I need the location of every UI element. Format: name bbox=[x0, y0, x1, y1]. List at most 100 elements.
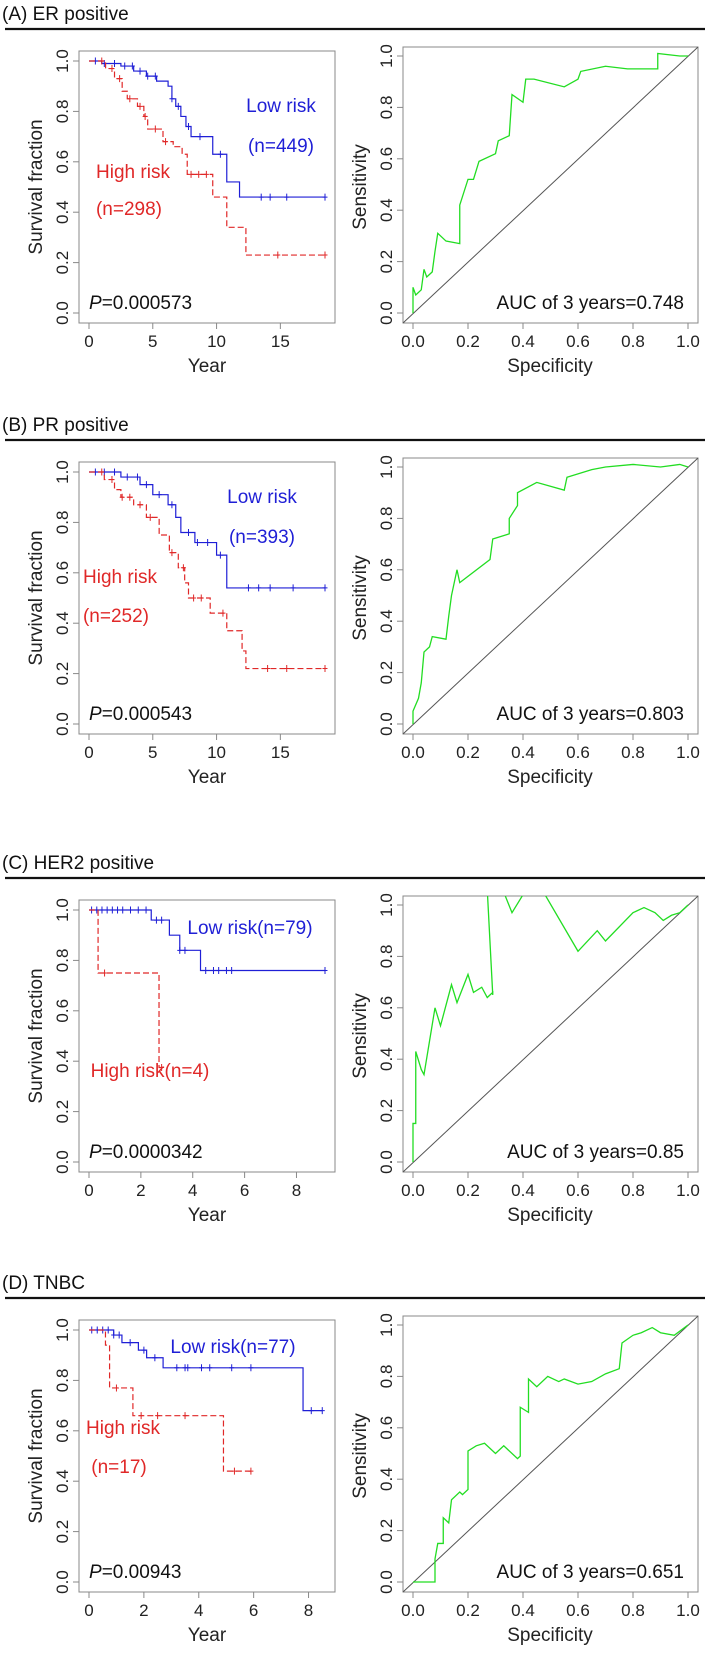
censor-mark bbox=[248, 1364, 254, 1372]
low-risk-label: Low risk bbox=[246, 96, 316, 117]
y-tick-label: 0.8 bbox=[377, 96, 396, 120]
censor-mark bbox=[174, 1364, 180, 1372]
y-tick-label: 0.6 bbox=[53, 999, 72, 1023]
x-tick-label: 1.0 bbox=[676, 332, 700, 351]
x-tick-label: 0 bbox=[84, 743, 93, 762]
y-tick-label: 0.0 bbox=[377, 301, 396, 325]
y-tick-label: 0.4 bbox=[53, 200, 72, 224]
p-symbol: P bbox=[89, 1562, 102, 1583]
y-axis-title: Sensitivity bbox=[350, 993, 371, 1079]
y-tick-label: 1.0 bbox=[53, 898, 72, 922]
x-tick-label: 10 bbox=[207, 743, 226, 762]
km-plot: 0.0 0.2 0.4 0.6 0.8 1.0 0 5 10 15 Year Survival fra… bbox=[26, 49, 336, 377]
censor-mark bbox=[116, 1331, 122, 1339]
x-tick-label: 0.0 bbox=[401, 332, 425, 351]
censor-mark bbox=[169, 95, 175, 103]
x-tick-label: 0.0 bbox=[401, 743, 425, 762]
x-axis-title: Specificity bbox=[507, 767, 593, 788]
censor-mark bbox=[122, 62, 128, 70]
censor-mark bbox=[223, 966, 229, 974]
censor-mark bbox=[155, 1412, 161, 1420]
p-value: =0.0000342 bbox=[102, 1142, 203, 1163]
y-axis-title: Survival fraction bbox=[26, 1388, 47, 1523]
censor-mark bbox=[319, 1407, 325, 1415]
low-risk-curve bbox=[89, 471, 325, 589]
y-tick-label: 1.0 bbox=[377, 893, 396, 917]
censor-mark bbox=[153, 916, 159, 924]
x-tick-label: 2 bbox=[139, 1601, 148, 1620]
roc-plot-frame bbox=[402, 895, 699, 1173]
censor-mark bbox=[152, 125, 158, 133]
high-risk-label: High risk(n=4) bbox=[91, 1061, 210, 1082]
panel-title: (C) HER2 positive bbox=[2, 853, 154, 874]
x-axis-title: Year bbox=[188, 356, 227, 377]
censor-mark bbox=[156, 491, 162, 499]
x-tick-label: 1.0 bbox=[676, 1181, 700, 1200]
p-value-label: P=0.0000342 bbox=[89, 1142, 203, 1163]
censor-mark bbox=[159, 1064, 165, 1071]
y-tick-label: 0.4 bbox=[53, 611, 72, 635]
km-plot-frame bbox=[78, 461, 336, 735]
roc-plot-frame bbox=[402, 46, 699, 324]
censor-mark bbox=[169, 501, 175, 509]
y-tick-label: 0.4 bbox=[53, 1469, 72, 1493]
censor-mark bbox=[182, 946, 188, 954]
y-tick-label: 0.4 bbox=[377, 198, 396, 222]
censor-mark bbox=[163, 138, 169, 146]
x-tick-label: 0.8 bbox=[621, 743, 645, 762]
roc-curve bbox=[412, 463, 689, 724]
x-tick-label: 0.4 bbox=[511, 743, 535, 762]
auc-label: AUC of 3 years=0.803 bbox=[497, 704, 684, 725]
y-tick-label: 0.4 bbox=[377, 1047, 396, 1071]
censor-mark bbox=[152, 1354, 158, 1362]
x-tick-label: 0 bbox=[84, 1181, 93, 1200]
x-tick-label: 0.6 bbox=[566, 743, 590, 762]
x-tick-label: 6 bbox=[249, 1601, 258, 1620]
km-plot-frame bbox=[78, 899, 336, 1173]
high-risk-label: High risk bbox=[86, 1418, 160, 1439]
reference-diagonal bbox=[402, 1315, 699, 1593]
high-risk-label: High risk bbox=[83, 567, 157, 588]
high-risk-label: High risk bbox=[96, 162, 170, 183]
censor-mark bbox=[322, 251, 328, 259]
censor-mark bbox=[112, 60, 118, 68]
censor-mark bbox=[137, 501, 143, 509]
x-tick-label: 0.8 bbox=[621, 1181, 645, 1200]
y-tick-label: 0.2 bbox=[377, 1099, 396, 1123]
y-tick-label: 0.6 bbox=[53, 1419, 72, 1443]
censor-mark bbox=[102, 969, 108, 977]
x-tick-label: 0 bbox=[84, 332, 93, 351]
p-value-label: P=0.000543 bbox=[89, 704, 192, 725]
censor-mark bbox=[275, 251, 281, 259]
roc-plot: 0.0 0.2 0.4 0.6 0.8 1.0 0.0 0.2 0.4 0.6 0.8 1.0 Spec… bbox=[350, 44, 700, 377]
censor-mark bbox=[248, 1467, 254, 1475]
y-tick-label: 0.6 bbox=[377, 147, 396, 171]
censor-mark bbox=[196, 170, 202, 178]
roc-plot: 0.0 0.2 0.4 0.6 0.8 1.0 0.0 0.2 0.4 0.6 0.8 1.0 Spec… bbox=[350, 1313, 700, 1646]
censor-mark bbox=[120, 906, 126, 914]
censor-mark bbox=[124, 473, 130, 481]
panel-b: (B) PR positive 0.0 0.2 0.4 0.6 0.8 1.0 0 5 10 15 Y… bbox=[2, 415, 705, 788]
x-axis-title: Specificity bbox=[507, 1625, 593, 1646]
y-tick-label: 0.6 bbox=[377, 996, 396, 1020]
y-tick-label: 0.4 bbox=[53, 1049, 72, 1073]
panel-c: (C) HER2 positive 0.0 0.2 0.4 0.6 0.8 1.0 0 2 4 6 8… bbox=[2, 853, 705, 1226]
p-symbol: P bbox=[89, 704, 102, 725]
reference-diagonal bbox=[402, 895, 699, 1173]
censor-mark bbox=[203, 966, 209, 974]
y-tick-label: 0.6 bbox=[377, 1416, 396, 1440]
censor-mark bbox=[137, 67, 143, 75]
y-tick-label: 0.0 bbox=[53, 712, 72, 736]
km-plot: 0.0 0.2 0.4 0.6 0.8 1.0 0 5 10 15 Year Survival fra… bbox=[26, 460, 336, 788]
censor-mark bbox=[231, 1467, 237, 1475]
censor-mark bbox=[185, 1364, 191, 1372]
y-axis-title: Sensitivity bbox=[350, 1413, 371, 1499]
y-tick-label: 0.8 bbox=[53, 1369, 72, 1393]
y-tick-label: 0.8 bbox=[377, 945, 396, 969]
roc-curve bbox=[413, 1324, 689, 1583]
x-tick-label: 8 bbox=[292, 1181, 301, 1200]
x-tick-label: 0.0 bbox=[401, 1601, 425, 1620]
high-risk-n-label: (n=17) bbox=[91, 1457, 146, 1478]
censor-mark bbox=[229, 1364, 235, 1372]
auc-label: AUC of 3 years=0.748 bbox=[497, 293, 684, 314]
